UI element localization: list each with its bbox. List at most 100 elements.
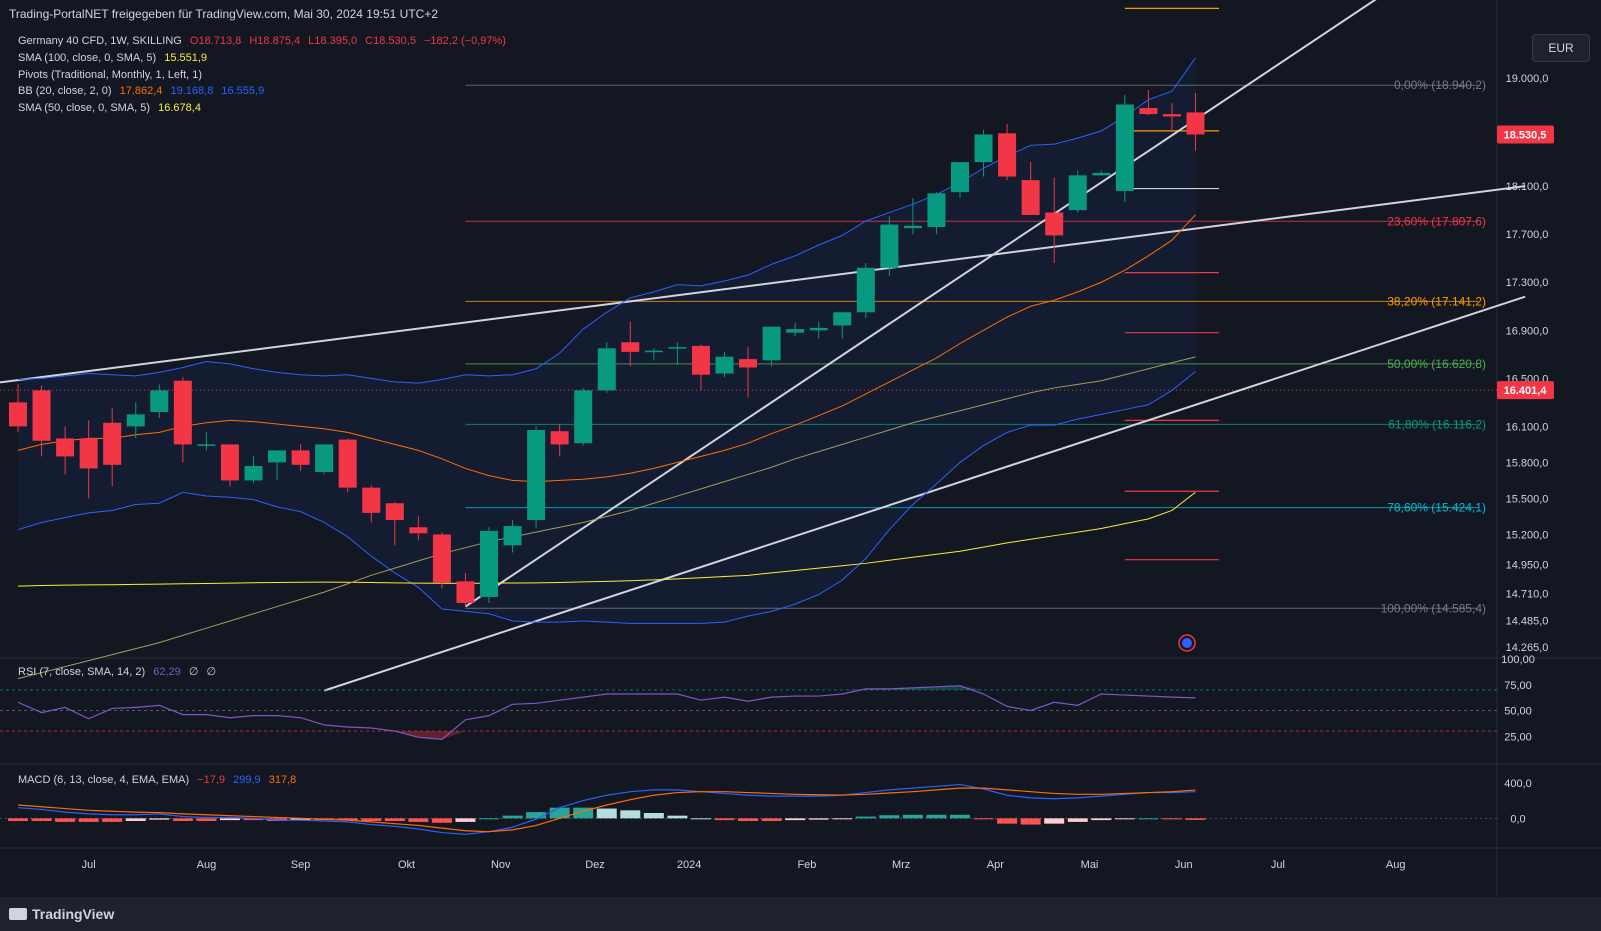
candle-body (998, 133, 1017, 177)
macd-axis-label: 400,0 (1504, 778, 1532, 790)
pivots-label: Pivots (Traditional, Monthly, 1, Left, 1… (18, 69, 203, 81)
candle-body (220, 444, 239, 481)
fib-level-label: 38,20% (17.141,2) (1387, 294, 1486, 308)
price-axis-label: 14.265,0 (1506, 642, 1549, 654)
bb-basis-value: 17.862,4 (119, 85, 163, 97)
macd-histogram-bar (738, 818, 759, 821)
rsi-line (17, 685, 1196, 740)
low-value: L18.395,0 (308, 35, 358, 47)
bb-upper-value: 19.168,8 (170, 85, 214, 97)
tradingview-logo[interactable]: TradingView (9, 906, 114, 922)
fib-level-label: 0,00% (18.940,2) (1394, 78, 1486, 92)
price-axis-label: 15.800,0 (1506, 457, 1549, 469)
sma50-legend[interactable]: SMA (50, close, 0, SMA, 5) 16.678,4 (18, 101, 206, 115)
candle-body (315, 444, 334, 473)
sma100-label: SMA (100, close, 0, SMA, 5) (18, 52, 157, 64)
pivots-legend[interactable]: Pivots (Traditional, Monthly, 1, Left, 1… (18, 68, 207, 82)
bb-lower-line (17, 371, 1196, 624)
price-axis-label: 14.710,0 (1506, 588, 1549, 600)
candle-body (1115, 104, 1134, 191)
chart-header: Trading-PortalNET freigegeben für Tradin… (9, 7, 439, 21)
macd-histogram-bar (549, 807, 570, 819)
time-axis-label: Mrz (892, 859, 910, 871)
macd-histogram-bar (1067, 818, 1088, 822)
rsi-axis-label: 50,00 (1504, 706, 1532, 718)
sma100-value: 15.551,9 (164, 52, 208, 64)
currency-button[interactable]: EUR (1532, 34, 1590, 62)
time-axis-label: Aug (1386, 859, 1406, 871)
bb-legend[interactable]: BB (20, close, 2, 0) 17.862,4 19.168,8 1… (18, 84, 269, 98)
candle-body (644, 350, 663, 353)
macd-histogram-bar (479, 818, 499, 820)
macd-histogram-bar (31, 818, 52, 821)
macd-histogram-bar (997, 818, 1018, 824)
candle-body (550, 431, 569, 445)
tradingview-logo-icon (9, 908, 27, 920)
macd-histogram-bar (78, 818, 99, 822)
candle-body (974, 134, 993, 163)
candle-body (1186, 112, 1205, 135)
rsi-axis-label: 25,00 (1504, 731, 1532, 743)
time-axis-label: Jul (1271, 859, 1285, 871)
macd-histogram-bar (290, 818, 311, 821)
macd-legend[interactable]: MACD (6, 13, close, 4, EMA, EMA) −17,9 2… (18, 773, 301, 787)
candle-body (503, 526, 522, 546)
time-axis-label: Sep (291, 859, 311, 871)
candle-body (150, 390, 169, 412)
bollinger-band-fill (18, 57, 1196, 624)
macd-histogram-bar (832, 818, 853, 820)
macd-axis-label: 0,0 (1510, 813, 1525, 825)
candle-body (927, 193, 946, 227)
candle-body (739, 359, 758, 368)
macd-histogram-bar (502, 815, 523, 819)
candle-body (173, 380, 192, 445)
macd-histogram-bar (855, 816, 876, 819)
macd-label: MACD (6, 13, close, 4, EMA, EMA) (18, 774, 190, 786)
macd-histogram-bar (149, 818, 170, 820)
macd-histogram-bar (902, 814, 923, 819)
change-value: −182,2 (−0,97%) (424, 35, 506, 47)
sma100-legend[interactable]: SMA (100, close, 0, SMA, 5) 15.551,9 (18, 51, 212, 65)
macd-histogram-bar (1044, 818, 1065, 824)
candle-body (480, 530, 498, 597)
macd-histogram-bar (973, 818, 994, 820)
candle-body (362, 487, 381, 513)
sma50-line (17, 356, 1196, 680)
candle-body (1045, 212, 1064, 236)
fib-level-label: 78,60% (15.424,1) (1387, 501, 1486, 515)
chart-background (0, 0, 1601, 897)
price-axis-label: 16.900,0 (1506, 325, 1549, 337)
candle-body (56, 438, 75, 457)
macd-hist-value: −17,9 (197, 774, 226, 786)
macd-histogram-bar (808, 818, 829, 820)
rsi-extra-1: ∅ (188, 666, 199, 678)
macd-histogram-bar (761, 818, 782, 821)
candle-body (1162, 114, 1181, 117)
symbol-name[interactable]: Germany 40 CFD, 1W, SKILLING (18, 35, 182, 47)
candle-body (1139, 108, 1158, 115)
time-axis-label: 2024 (677, 859, 701, 871)
candle-body (691, 345, 710, 375)
macd-histogram-bar (125, 818, 146, 821)
price-axis-label: 18.100,0 (1506, 181, 1549, 193)
price-axis-label: 14.485,0 (1506, 615, 1549, 627)
macd-line (17, 783, 1196, 835)
macd-histogram-bar (926, 814, 947, 819)
macd-histogram-bar (196, 818, 217, 821)
trendline (0, 185, 1526, 384)
sma50-label: SMA (50, close, 0, SMA, 5) (18, 102, 151, 114)
macd-histogram-bar (1138, 818, 1159, 820)
candle-body (574, 390, 593, 444)
macd-histogram-bar (455, 818, 476, 822)
chart-canvas[interactable]: Jul Aug Sep Okt Nov Dez 2024 Feb Mrz Apr Mai Jun Jul… (0, 0, 1601, 897)
event-marker-icon-core (1182, 638, 1192, 648)
macd-histogram-bar (1185, 818, 1206, 820)
bb-label: BB (20, close, 2, 0) (18, 85, 112, 97)
candle-body (9, 402, 27, 427)
time-axis-label: Feb (797, 859, 816, 871)
marked-price-label-bg (1497, 381, 1554, 400)
macd-histogram-bar (408, 818, 429, 822)
last-price-label-bg (1497, 125, 1554, 144)
macd-histogram-bar (1020, 818, 1041, 825)
rsi-legend[interactable]: RSI (7, close, SMA, 14, 2) 62,29 ∅ ∅ (18, 665, 221, 679)
